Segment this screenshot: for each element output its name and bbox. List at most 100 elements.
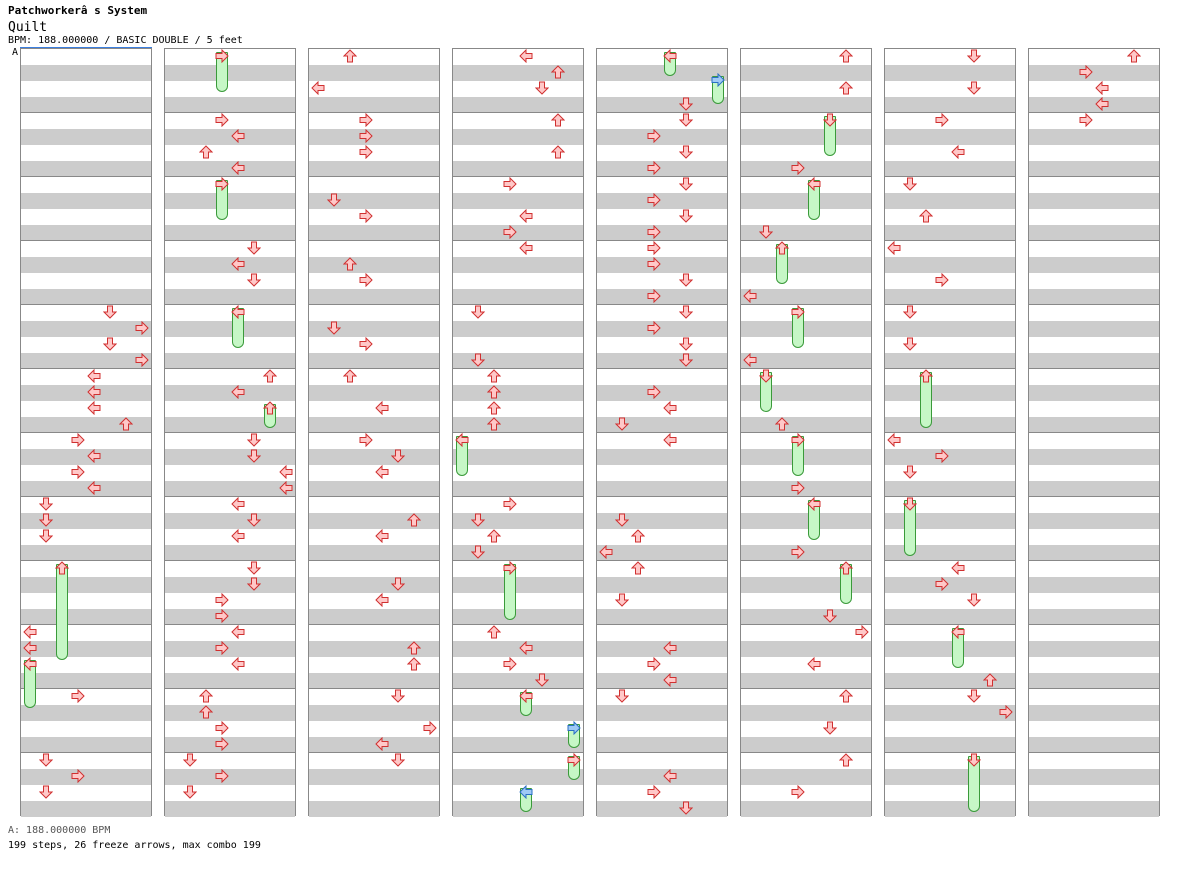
beat-stripe	[741, 417, 871, 433]
beat-stripe	[21, 641, 151, 657]
measure-57	[596, 560, 728, 625]
beat-stripe	[1029, 97, 1159, 113]
beat-stripe	[453, 65, 583, 81]
freeze-head-arrow-icon	[263, 401, 277, 415]
step-arrow-icon	[839, 81, 853, 95]
step-arrow-icon	[215, 721, 229, 735]
step-arrow-icon	[487, 529, 501, 543]
beat-stripe	[21, 513, 151, 529]
freeze-arrow	[56, 564, 68, 660]
measure-86	[1028, 112, 1160, 177]
beat-stripe	[885, 193, 1015, 209]
measure-64	[740, 240, 872, 305]
step-arrow-icon	[519, 209, 533, 223]
step-arrow-icon	[951, 561, 965, 575]
step-arrow-icon	[71, 465, 85, 479]
measure-91	[1028, 432, 1160, 497]
step-arrow-icon	[391, 449, 405, 463]
freeze-head-arrow-icon	[519, 785, 533, 799]
beat-stripe	[309, 225, 439, 241]
step-arrow-icon	[135, 321, 149, 335]
step-arrow-icon	[103, 337, 117, 351]
beat-stripe	[165, 705, 295, 721]
step-arrow-icon	[887, 433, 901, 447]
step-arrow-icon	[1079, 113, 1093, 127]
measure-60	[596, 752, 728, 817]
step-arrow-icon	[887, 241, 901, 255]
step-arrow-icon	[903, 337, 917, 351]
beat-stripe	[1029, 225, 1159, 241]
step-arrow-icon	[951, 145, 965, 159]
step-arrow-icon	[215, 113, 229, 127]
beat-stripe	[453, 129, 583, 145]
step-arrow-icon	[487, 369, 501, 383]
step-arrow-icon	[983, 673, 997, 687]
measure-18	[164, 368, 296, 433]
freeze-head-arrow-icon	[455, 433, 469, 447]
beat-stripe	[597, 417, 727, 433]
beat-stripe	[885, 97, 1015, 113]
beat-stripe	[885, 385, 1015, 401]
measure-32	[308, 496, 440, 561]
step-arrow-icon	[119, 417, 133, 431]
beat-stripe	[885, 289, 1015, 305]
beat-stripe	[165, 737, 295, 753]
measure-43	[452, 432, 584, 497]
beat-stripe	[309, 385, 439, 401]
step-arrow-icon	[215, 609, 229, 623]
beat-stripe	[453, 737, 583, 753]
step-arrow-icon	[231, 257, 245, 271]
measure-68	[740, 496, 872, 561]
beat-stripe	[885, 225, 1015, 241]
step-arrow-icon	[487, 417, 501, 431]
step-arrow-icon	[231, 161, 245, 175]
freeze-head-arrow-icon	[791, 305, 805, 319]
step-arrow-icon	[935, 449, 949, 463]
beat-stripe	[21, 417, 151, 433]
measure-76	[884, 240, 1016, 305]
beat-stripe	[885, 417, 1015, 433]
measure-92	[1028, 496, 1160, 561]
beat-stripe	[453, 385, 583, 401]
measure-47	[452, 688, 584, 753]
beat-stripe	[21, 257, 151, 273]
beat-stripe	[309, 609, 439, 625]
measure-85	[1028, 48, 1160, 113]
step-arrow-icon	[663, 769, 677, 783]
measure-81	[884, 560, 1016, 625]
beat-stripe	[165, 353, 295, 369]
beat-stripe	[453, 641, 583, 657]
beat-stripe	[21, 737, 151, 753]
beat-stripe	[597, 673, 727, 689]
beat-stripe	[1029, 769, 1159, 785]
beat-stripe	[21, 225, 151, 241]
beat-stripe	[1029, 577, 1159, 593]
measure-25	[308, 48, 440, 113]
step-arrow-icon	[967, 593, 981, 607]
measure-34	[308, 624, 440, 689]
step-arrow-icon	[359, 145, 373, 159]
beat-stripe	[741, 577, 871, 593]
step-arrow-icon	[679, 209, 693, 223]
step-arrow-icon	[231, 529, 245, 543]
section-marker-line	[20, 47, 152, 48]
beat-stripe	[741, 737, 871, 753]
step-arrow-icon	[215, 641, 229, 655]
measure-62	[740, 112, 872, 177]
beat-stripe	[597, 129, 727, 145]
step-arrow-icon	[487, 385, 501, 399]
beat-stripe	[21, 321, 151, 337]
beat-stripe	[309, 129, 439, 145]
measure-52	[596, 240, 728, 305]
measure-75	[884, 176, 1016, 241]
freeze-head-arrow-icon	[711, 73, 725, 87]
beat-stripe	[597, 225, 727, 241]
step-arrow-icon	[647, 257, 661, 271]
beat-stripe	[453, 769, 583, 785]
freeze-head-arrow-icon	[215, 177, 229, 191]
step-arrow-icon	[343, 49, 357, 63]
step-arrow-icon	[551, 145, 565, 159]
measure-19	[164, 432, 296, 497]
freeze-head-arrow-icon	[215, 49, 229, 63]
freeze-head-arrow-icon	[791, 433, 805, 447]
